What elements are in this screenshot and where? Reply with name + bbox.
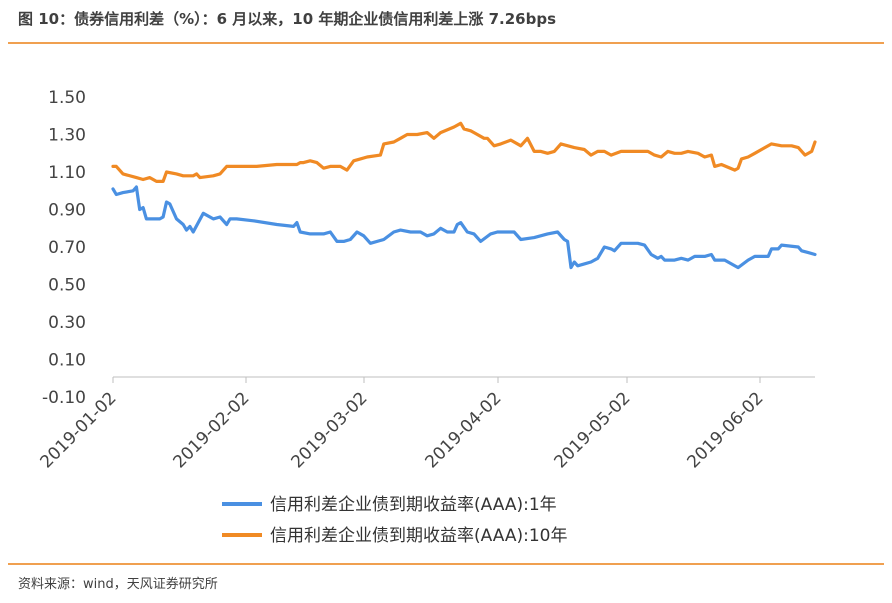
series-line-10y — [111, 121, 817, 183]
legend-label-1y: 信用利差企业债到期收益率(AAA):1年 — [270, 495, 557, 515]
y-tick-label: 0.50 — [48, 276, 86, 296]
chart-title: 图 10：债券信用利差（%）：6 月以来，10 年期企业债信用利差上涨 7.26… — [18, 10, 557, 28]
series-layer — [111, 121, 817, 270]
series-line-1y — [111, 185, 817, 270]
x-tick-label: 2019-02-02 — [170, 388, 254, 472]
footer-rule — [8, 563, 884, 565]
line-chart: 1.50 1.30 1.10 0.90 0.70 0.50 0.30 0.10 -0.10 20… — [37, 88, 817, 546]
x-tick-label: 2019-06-02 — [684, 388, 768, 472]
y-tick-label: 0.70 — [48, 238, 86, 258]
x-tick-label: 2019-05-02 — [551, 388, 635, 472]
y-tick-label: 0.30 — [48, 313, 86, 333]
header-rule — [8, 42, 884, 44]
legend-label-10y: 信用利差企业债到期收益率(AAA):10年 — [270, 526, 567, 546]
y-tick-label: 1.30 — [48, 126, 86, 146]
y-tick-label: 0.90 — [48, 201, 86, 221]
x-axis: 2019-01-02 2019-02-02 2019-03-02 2019-04-02… — [37, 376, 815, 472]
y-tick-label: -0.10 — [42, 388, 86, 408]
x-tick-label: 2019-04-02 — [422, 388, 506, 472]
legend: 信用利差企业债到期收益率(AAA):1年信用利差企业债到期收益率(AAA):10… — [222, 495, 567, 546]
y-axis: 1.50 1.30 1.10 0.90 0.70 0.50 0.30 0.10 -0.10 — [42, 88, 86, 408]
y-tick-label: 0.10 — [48, 351, 86, 371]
source-note: 资料来源：wind，天风证券研究所 — [18, 577, 218, 592]
y-tick-label: 1.50 — [48, 88, 86, 108]
y-tick-label: 1.10 — [48, 163, 86, 183]
x-tick-label: 2019-03-02 — [288, 388, 372, 472]
